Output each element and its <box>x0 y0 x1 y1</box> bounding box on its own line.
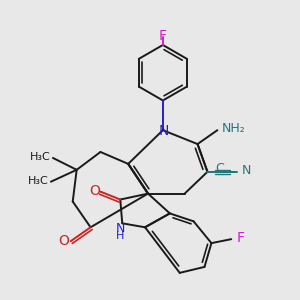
Text: N: N <box>116 222 125 235</box>
Text: H: H <box>116 231 124 241</box>
Text: NH₂: NH₂ <box>221 122 245 135</box>
Text: F: F <box>236 231 244 245</box>
Text: H₃C: H₃C <box>28 176 49 186</box>
Text: C: C <box>215 162 224 175</box>
Text: F: F <box>159 29 167 43</box>
Text: N: N <box>159 124 169 138</box>
Text: O: O <box>58 234 69 248</box>
Text: H₃C: H₃C <box>30 152 51 162</box>
Text: O: O <box>89 184 100 198</box>
Text: N: N <box>242 164 251 177</box>
